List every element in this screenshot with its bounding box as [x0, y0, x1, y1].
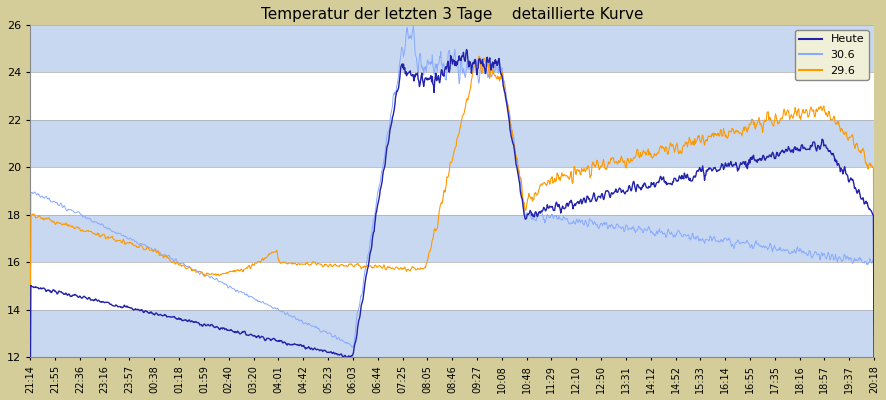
- Bar: [30, 215, 874, 262]
- Title: Temperatur der letzten 3 Tage    detaillierte Kurve: Temperatur der letzten 3 Tage detaillier…: [260, 7, 643, 22]
- Legend: Heute, 30.6, 29.6: Heute, 30.6, 29.6: [795, 30, 868, 80]
- Bar: [30, 120, 874, 167]
- Bar: [30, 24, 874, 72]
- Bar: [30, 310, 874, 357]
